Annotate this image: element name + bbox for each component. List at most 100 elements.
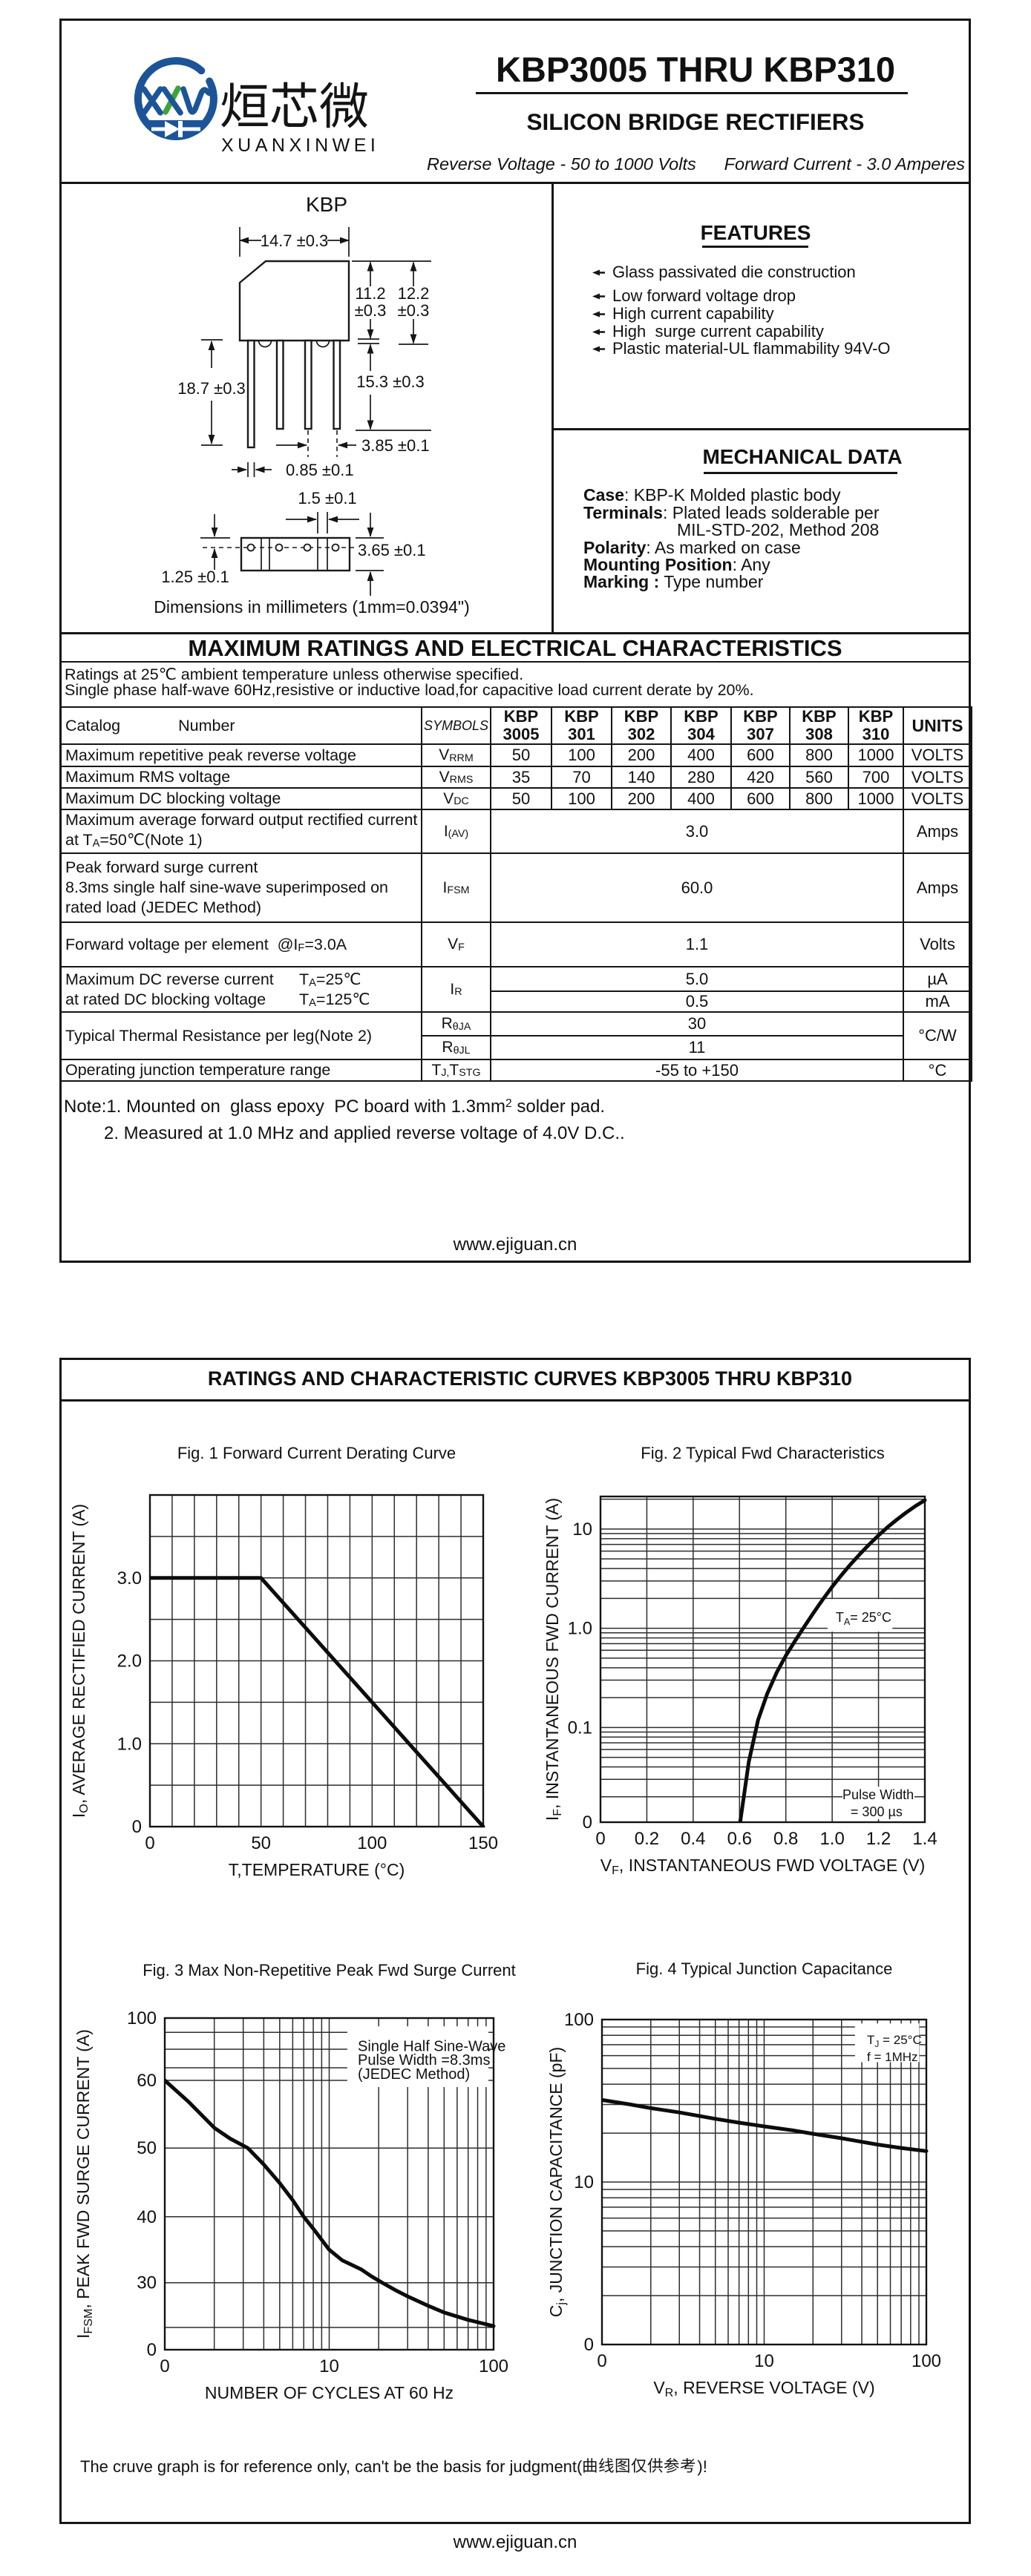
chart-annotation: Single Half Sine-Wave — [358, 2038, 505, 2054]
ratings-title-underline — [59, 661, 971, 663]
table-cell: 560 — [789, 766, 849, 789]
chart-annotation: = 300 µs — [851, 1804, 903, 1819]
table-cell: Maximum DC blocking voltage — [59, 787, 422, 810]
table-note-1: Note:1. Mounted on glass epoxy PC board … — [64, 1097, 606, 1117]
tagline-reverse-voltage: Reverse Voltage - 50 to 1000 Volts — [427, 154, 696, 174]
ratings-condition-2: Single phase half-wave 60Hz,resistive or… — [65, 681, 754, 699]
x-tick-label: 10 — [319, 2356, 339, 2376]
table-cell: I(AV) — [421, 809, 491, 854]
y-axis-title: IFSM​, PEAK FWD SURGE CURRENT (A) — [73, 2029, 95, 2339]
disclaimer-chinese-text — [583, 2457, 695, 2473]
y-tick-label: 10 — [572, 1519, 592, 1540]
table-cell: 50 — [490, 743, 552, 767]
figure-title: Fig. 3 Max Non-Repetitive Peak Fwd Surge… — [143, 1961, 516, 1979]
y-tick-label: 50 — [137, 2138, 157, 2158]
company-logo: XUANXINWEI — [134, 57, 376, 156]
col-kbp307: KBP 307 — [730, 706, 791, 745]
table-cell: Operating junction temperature range — [59, 1059, 422, 1082]
dim-body-thickness: 3.65 ±0.1 — [358, 541, 426, 559]
table-header-row: Catalog Number SYMBOLS KBP 3005 KBP 301 KBP… — [59, 706, 972, 745]
feature-item: High surge current capability — [592, 322, 824, 341]
plot-border — [600, 2018, 928, 2346]
x-tick-label: 100 — [479, 2356, 508, 2376]
col-kbp301: KBP 301 — [551, 706, 612, 745]
ratings-table: Catalog Number SYMBOLS KBP 3005 KBP 301 KBP… — [59, 706, 972, 1082]
y-tick-label: 60 — [137, 2071, 157, 2091]
row-tj: Operating junction temperature range TJ,… — [59, 1059, 972, 1082]
page2-footer-url: www.ejiguan.cn — [453, 2532, 577, 2552]
chart-annotation: TJ​ = 25°C — [867, 2033, 922, 2049]
table-cell: 200 — [611, 743, 672, 767]
table-cell: VOLTS — [903, 787, 972, 810]
table-cell: 100 — [551, 787, 612, 810]
table-cell: 420 — [730, 766, 791, 789]
page1-footer-url: www.ejiguan.cn — [453, 1235, 577, 1255]
table-cell: mA — [903, 990, 972, 1013]
dim-tab-width: 1.5 ±0.1 — [298, 489, 356, 507]
tagline-forward-current: Forward Current - 3.0 Amperes — [724, 154, 965, 174]
y-tick-label: 0.1 — [568, 1718, 592, 1738]
dim-body-h2-a: 12.2 — [398, 284, 430, 303]
x-tick-label: 100 — [911, 2351, 941, 2371]
y-tick-label: 0 — [584, 2335, 594, 2355]
dim-body-h1-b: ±0.3 — [355, 301, 387, 320]
table-cell: 100 — [551, 743, 612, 767]
table-cell: 50 — [490, 787, 552, 810]
x-tick-label: 1.2 — [866, 1829, 891, 1849]
mechanical-data-line: Mounting Position: Any — [583, 555, 770, 574]
row-vf: Forward voltage per element @IF=3.0A VF … — [59, 921, 972, 967]
col-kbp310: KBP 310 — [848, 706, 904, 745]
feature-item-label: Plastic material-UL flammability 94V-O — [612, 339, 891, 358]
doc-subtitle: SILICON BRIDGE RECTIFIERS — [526, 108, 865, 135]
body-notch-2 — [315, 340, 330, 348]
table-cell: 600 — [730, 787, 791, 810]
row-vrms: Maximum RMS voltage VRMS 35 70 140 280 420… — [59, 766, 972, 789]
table-cell: Maximum average forward output rectified… — [59, 809, 422, 854]
arrow-bullet-icon — [592, 293, 605, 300]
header-divider — [59, 182, 971, 184]
features-title: FEATURES — [700, 221, 811, 244]
table-cell: 1.1 — [490, 921, 904, 967]
y-tick-label: 30 — [137, 2273, 157, 2293]
table-cell: IR — [421, 966, 491, 1013]
mechanical-data-line: Terminals: Plated leads solderable per — [583, 503, 880, 522]
feature-item: Low forward voltage drop — [592, 286, 796, 306]
table-cell: VOLTS — [903, 743, 972, 767]
col-symbols: SYMBOLS — [421, 706, 491, 745]
x-axis-title: VF​, INSTANTANEOUS FWD VOLTAGE (V) — [600, 1856, 926, 1877]
x-axis-title: NUMBER OF CYCLES AT 60 Hz — [205, 2383, 454, 2402]
table-cell: 400 — [670, 743, 732, 767]
annotation-background — [854, 2023, 920, 2063]
feature-item-label: Glass passivated die construction — [612, 263, 856, 281]
ratings-condition-1: Ratings at 25℃ ambient temperature unles… — [65, 666, 524, 683]
y-tick-label: 100 — [127, 2008, 157, 2028]
x-tick-label: 0 — [597, 2351, 606, 2371]
table-cell: Amps — [903, 809, 972, 854]
feature-item: Glass passivated die construction — [592, 263, 856, 282]
panel-divider — [551, 184, 554, 634]
chart-annotation: Pulse Width =8.3ms — [358, 2052, 490, 2069]
dim-lead-width: 0.85 ±0.1 — [286, 461, 354, 479]
lead-2 — [275, 339, 284, 430]
table-cell: 700 — [848, 766, 904, 789]
data-curve — [164, 2078, 496, 2328]
col-units: UNITS — [903, 706, 972, 745]
annotation-background — [842, 1787, 915, 1820]
curves-banner-underline — [59, 1399, 971, 1402]
plot-border — [599, 1495, 926, 1824]
lead-1 — [246, 339, 255, 449]
chart-annotation: Pulse Width — [842, 1787, 914, 1802]
x-tick-label: 10 — [754, 2351, 774, 2371]
table-cell: 11 — [490, 1035, 904, 1060]
y-tick-label: 1.0 — [568, 1619, 592, 1639]
annotation-background — [827, 1599, 893, 1632]
col-kbp304: KBP 304 — [670, 706, 732, 745]
mechanical-data-line: Polarity: As marked on case — [583, 538, 801, 557]
table-cell: 800 — [789, 743, 849, 767]
feature-item-label: Low forward voltage drop — [612, 286, 796, 305]
lead-3 — [304, 339, 312, 430]
x-tick-label: 50 — [251, 1833, 271, 1853]
x-axis-title: VR​, REVERSE VOLTAGE (V) — [653, 2378, 874, 2399]
table-cell: 600 — [730, 743, 791, 767]
